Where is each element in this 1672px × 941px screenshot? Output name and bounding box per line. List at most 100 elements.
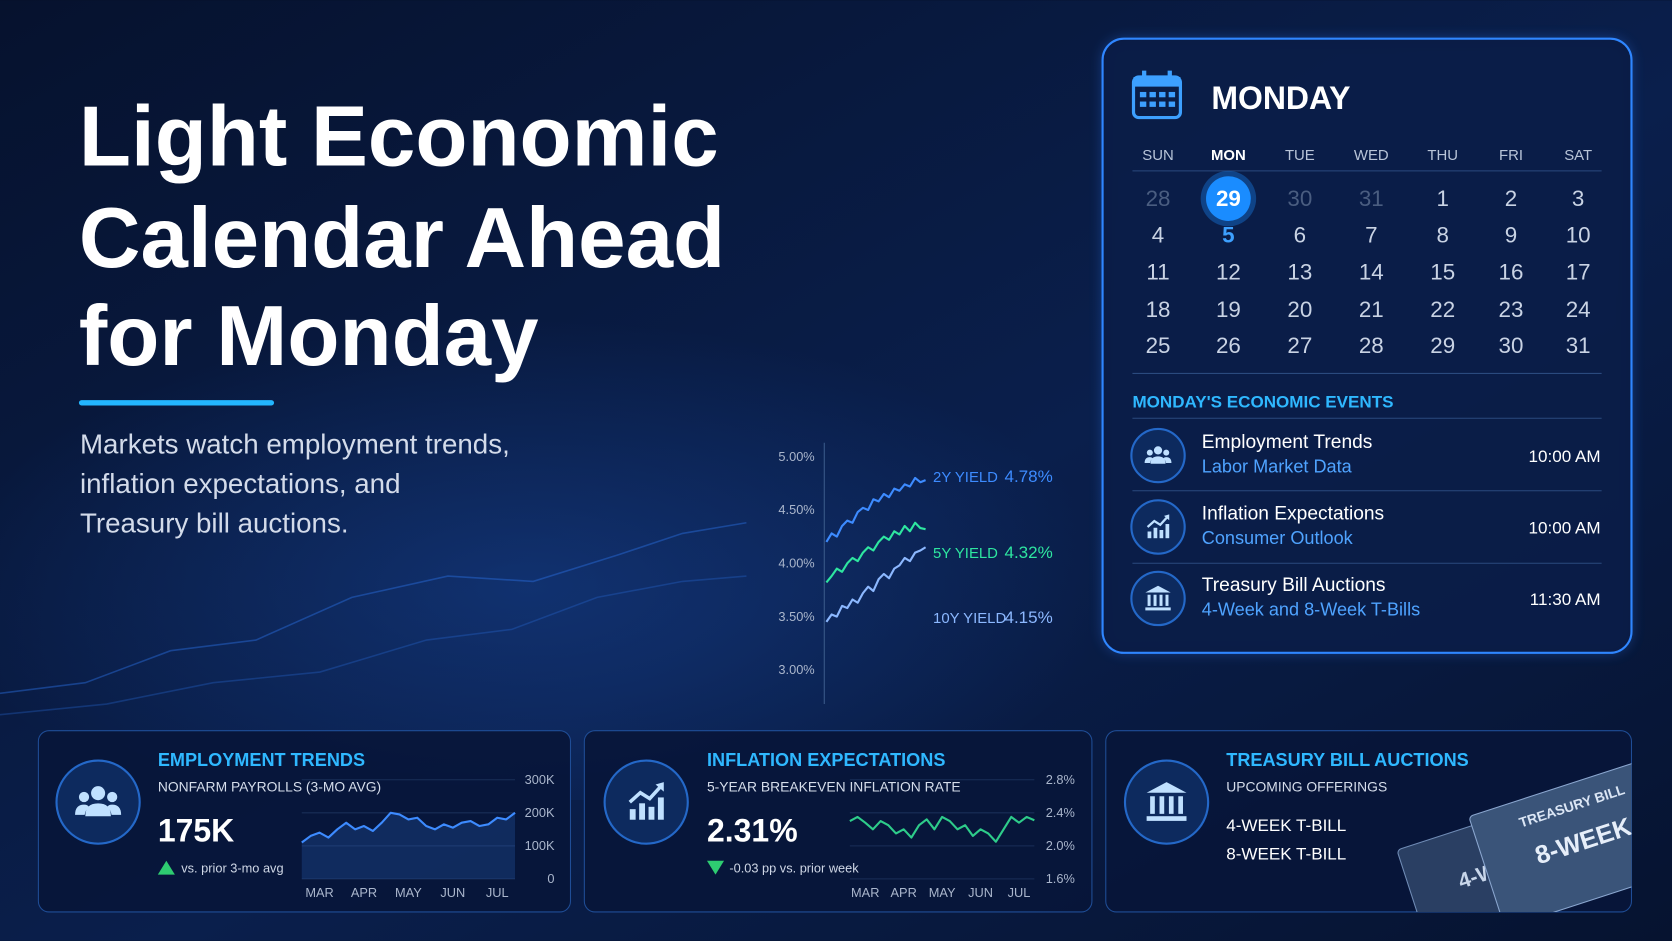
y-tick-label: 2.4% — [1046, 805, 1075, 820]
y-tick-label: 2.8% — [1046, 772, 1075, 787]
day: 14 — [1359, 260, 1384, 285]
day: 30 — [1499, 333, 1524, 358]
x-tick-label: MAY — [929, 885, 956, 900]
x-tick-label: JUN — [968, 885, 993, 900]
day: 27 — [1287, 333, 1312, 358]
card-subtitle: NONFARM PAYROLLS (3-MO AVG) — [158, 778, 381, 794]
y-tick-label: 3.50% — [778, 609, 814, 624]
event-subtitle: Labor Market Data — [1202, 457, 1353, 477]
day: 26 — [1216, 333, 1241, 358]
x-tick-label: MAR — [851, 885, 879, 900]
event-title: Treasury Bill Auctions — [1202, 575, 1386, 596]
legend-label: 10Y YIELD — [933, 610, 1006, 627]
x-tick-label: JUL — [1008, 885, 1031, 900]
icon-circle — [55, 759, 141, 845]
change-note: vs. prior 3-mo avg — [181, 861, 283, 876]
event-title: Inflation Expectations — [1202, 504, 1384, 525]
day: 2 — [1505, 186, 1517, 211]
calendar-icon — [1131, 70, 1183, 120]
icon-circle — [603, 759, 689, 845]
legend-label: 5Y YIELD — [933, 545, 998, 562]
day: 17 — [1566, 260, 1591, 285]
accent-line — [78, 400, 275, 406]
day: 8 — [1437, 222, 1449, 247]
headline: for Monday — [79, 289, 539, 384]
event-icon-circle — [1130, 570, 1186, 627]
background-glow — [0, 266, 1173, 800]
headline: Calendar Ahead — [79, 191, 725, 286]
event-time: 11:30 AM — [1530, 590, 1601, 609]
offering: 4-WEEK T-BILL — [1226, 816, 1346, 835]
x-tick-label: MAR — [305, 885, 333, 900]
calendar-title: MONDAY — [1211, 80, 1350, 116]
line — [825, 546, 927, 623]
weekday: SUN — [1142, 147, 1173, 164]
day: 1 — [1437, 186, 1449, 211]
up-arrow — [157, 860, 175, 875]
y-tick-label: 100K — [525, 838, 555, 853]
y-tick-label: 300K — [525, 772, 555, 787]
decor-trend — [0, 521, 747, 695]
subtitle: inflation expectations, and — [80, 468, 401, 499]
event-time: 10:00 AM — [1529, 518, 1601, 537]
day: 15 — [1430, 260, 1455, 285]
weekday: SAT — [1564, 147, 1592, 164]
card-subtitle: UPCOMING OFFERINGS — [1226, 778, 1387, 794]
day: 3 — [1572, 186, 1584, 211]
weekday: TUE — [1285, 147, 1315, 164]
down-arrow — [706, 860, 725, 875]
y-tick-label: 2.0% — [1046, 838, 1075, 853]
event-subtitle: Consumer Outlook — [1202, 528, 1354, 548]
day: 4 — [1152, 222, 1164, 247]
card-subtitle: 5-YEAR BREAKEVEN INFLATION RATE — [707, 778, 961, 794]
weekday: THU — [1427, 147, 1458, 164]
day: 25 — [1146, 333, 1171, 358]
day: 12 — [1216, 260, 1241, 285]
weekday: FRI — [1499, 147, 1523, 164]
day: 11 — [1146, 260, 1169, 285]
y-tick-label: 200K — [525, 805, 555, 820]
x-tick-label: JUL — [486, 885, 509, 900]
value-label: 4.32% — [1004, 543, 1052, 562]
event-icon-circle — [1130, 499, 1186, 555]
offering: 8-WEEK T-BILL — [1226, 845, 1346, 864]
card-title: EMPLOYMENT TRENDS — [158, 750, 365, 770]
y-tick-label: 0 — [547, 871, 554, 886]
day: 9 — [1505, 222, 1517, 247]
value-label: 4.78% — [1004, 467, 1052, 486]
event-time: 10:00 AM — [1529, 447, 1601, 466]
day: 28 — [1146, 186, 1171, 211]
card-title: INFLATION EXPECTATIONS — [707, 750, 945, 770]
y-tick-label: 4.50% — [778, 502, 814, 517]
day: 29 — [1216, 186, 1241, 211]
subtitle: Markets watch employment trends, — [80, 428, 510, 459]
day: 5 — [1222, 222, 1234, 247]
day: 10 — [1566, 222, 1591, 247]
weekday: MON — [1211, 147, 1246, 164]
day: 23 — [1499, 297, 1524, 322]
day: 28 — [1359, 333, 1384, 358]
change-note: -0.03 pp vs. prior week — [729, 861, 859, 876]
decor-trend — [0, 575, 747, 716]
today-marker — [1206, 176, 1251, 221]
day: 29 — [1430, 333, 1455, 358]
card-title: TREASURY BILL AUCTIONS — [1226, 750, 1468, 770]
x-tick-label: APR — [351, 885, 377, 900]
kpi: 175K — [158, 813, 234, 849]
bill-illustration: 4-WEEK TREASURY BILL 8-WEEK — [1397, 754, 1632, 912]
events-heading: MONDAY'S ECONOMIC EVENTS — [1132, 393, 1393, 412]
day: 13 — [1287, 260, 1312, 285]
kpi: 2.31% — [707, 813, 798, 849]
day: 20 — [1287, 297, 1312, 322]
subtitle: Treasury bill auctions. — [80, 507, 349, 538]
y-tick-label: 1.6% — [1046, 871, 1075, 886]
day: 16 — [1499, 260, 1524, 285]
day: 31 — [1359, 186, 1384, 211]
line — [301, 811, 516, 844]
day: 7 — [1365, 222, 1377, 247]
x-tick-label: JUN — [440, 885, 465, 900]
y-tick-label: 4.00% — [778, 556, 814, 571]
day: 18 — [1146, 297, 1171, 322]
